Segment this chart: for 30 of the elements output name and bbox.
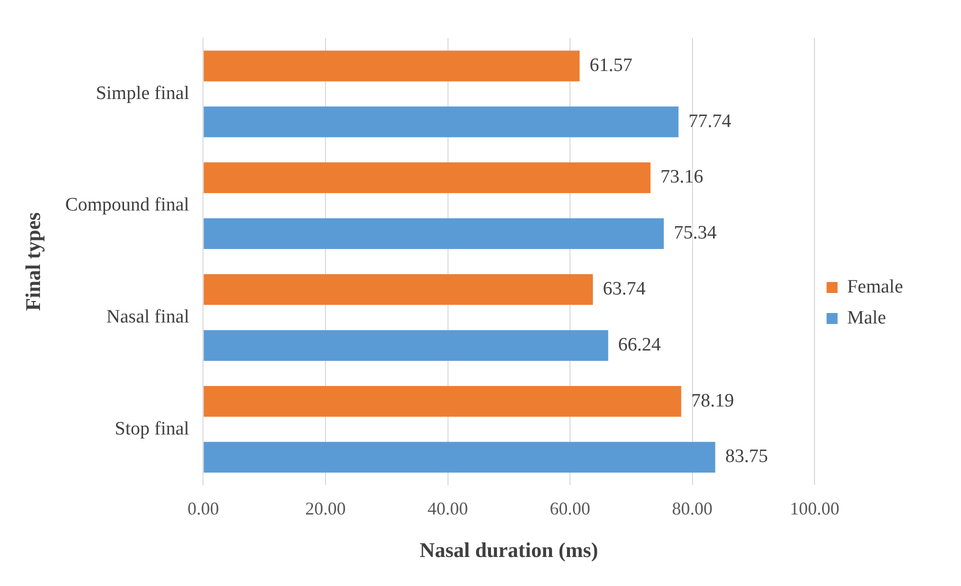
legend-label: Female	[847, 276, 904, 298]
x-axis-title: Nasal duration (ms)	[420, 538, 598, 562]
bar	[204, 218, 664, 250]
data-label: 73.16	[660, 166, 704, 188]
x-tick-label: 80.00	[672, 498, 713, 519]
data-label: 78.19	[691, 390, 734, 412]
y-tick-label: Nasal final	[106, 306, 190, 328]
bar	[204, 330, 608, 361]
data-label: 61.57	[590, 54, 632, 76]
y-tick-label: Stop final	[114, 418, 190, 440]
data-label: 63.74	[602, 278, 646, 300]
x-tick-label: 0.00	[187, 498, 219, 519]
bar	[204, 274, 593, 305]
data-label: 75.34	[674, 222, 718, 244]
bar	[204, 386, 682, 417]
bar	[204, 162, 650, 194]
x-tick-label: 40.00	[428, 498, 468, 519]
data-label: 77.74	[688, 110, 732, 132]
legend-label: Male	[847, 307, 886, 328]
bar	[204, 442, 716, 473]
bar	[204, 50, 580, 82]
data-label: 83.75	[725, 446, 768, 468]
y-tick-label: Compound final	[65, 194, 190, 216]
data-label: 66.24	[618, 334, 662, 356]
y-axis-title: Final types	[21, 212, 46, 311]
x-tick-label: 60.00	[550, 498, 590, 519]
x-tick-label: 20.00	[305, 498, 346, 519]
y-tick-label: Simple final	[96, 82, 190, 104]
bar	[204, 106, 678, 138]
x-tick-label: 100.00	[790, 498, 840, 519]
